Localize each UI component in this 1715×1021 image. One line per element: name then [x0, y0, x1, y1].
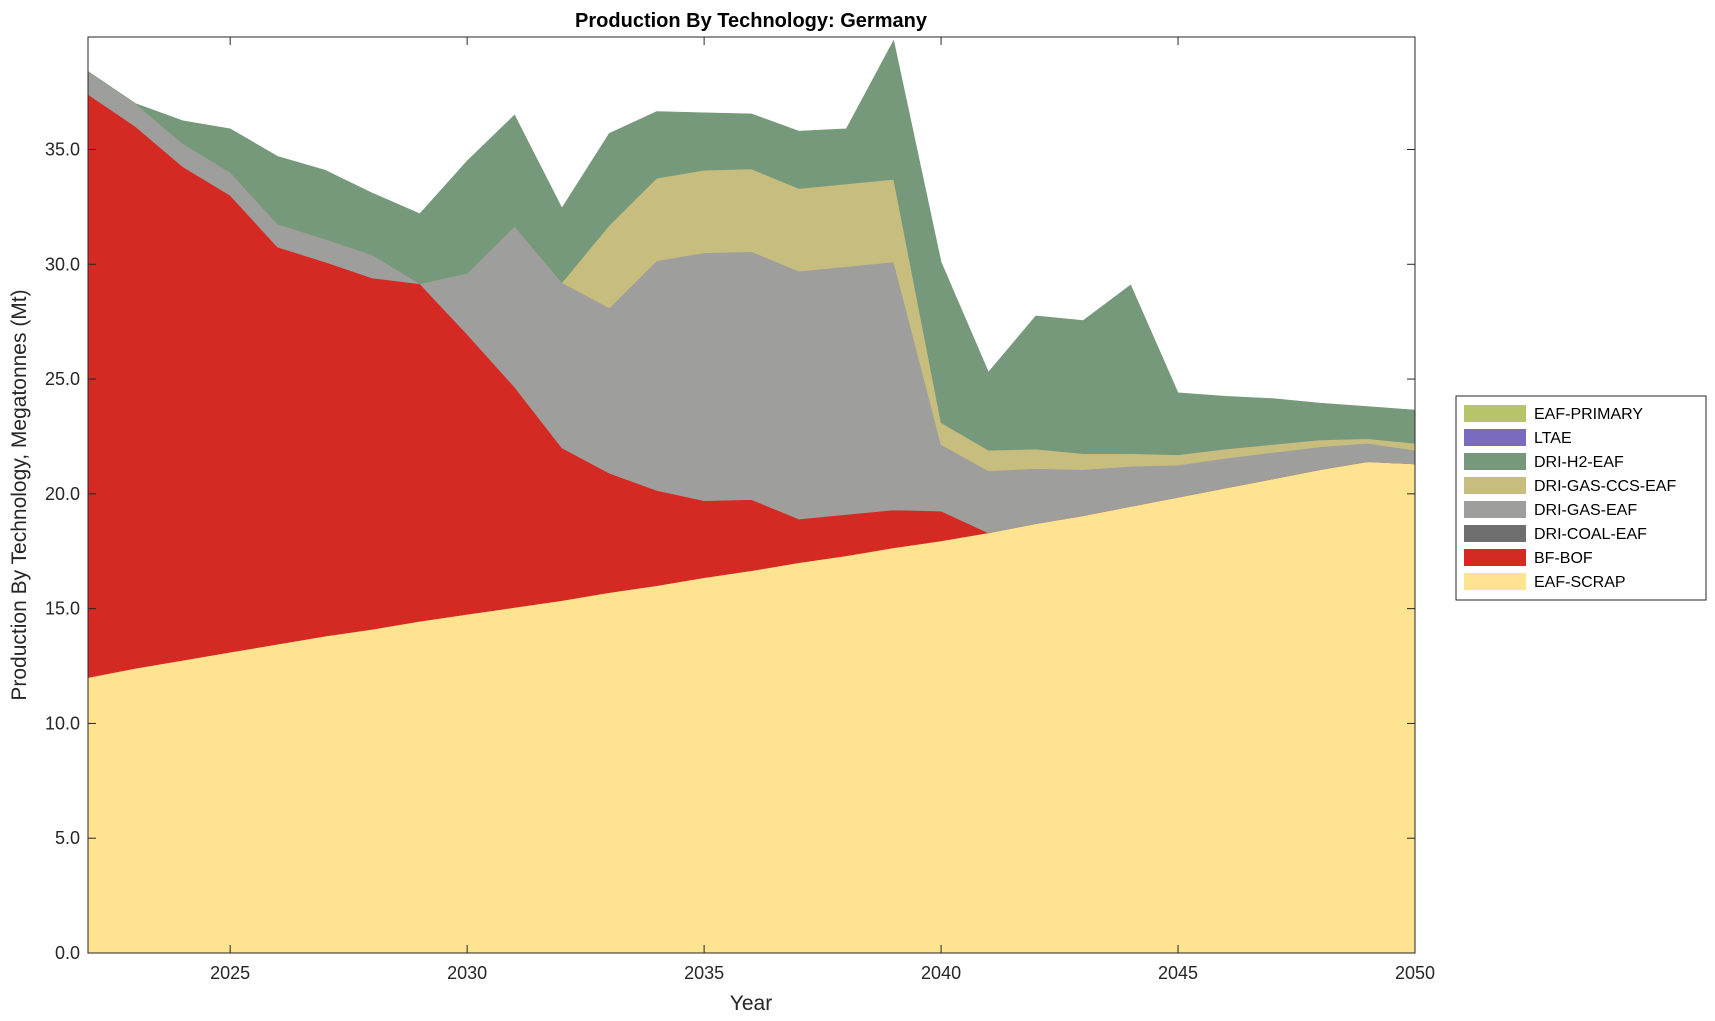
y-tick-label: 35.0	[45, 139, 80, 159]
legend-label-dri-gas-ccs-eaf: DRI-GAS-CCS-EAF	[1534, 478, 1676, 495]
legend-swatch-eaf-primary	[1464, 405, 1526, 422]
x-axis-label: Year	[730, 992, 772, 1015]
legend: EAF-PRIMARY LTAE DRI-H2-EAF DRI-GAS-CCS-EAF…	[1455, 395, 1707, 601]
chart-title: Production By Technology: Germany	[575, 10, 928, 32]
y-tick-label: 25.0	[45, 369, 80, 389]
plot-frame	[87, 36, 1416, 954]
legend-swatch-dri-gas-eaf	[1464, 501, 1526, 518]
area-series-group	[88, 39, 1415, 953]
x-tick-label: 2030	[447, 963, 487, 983]
y-tick-label: 30.0	[45, 254, 80, 274]
x-tick-label: 2025	[210, 963, 250, 983]
x-tick-label: 2045	[1158, 963, 1198, 983]
legend-label-ltae: LTAE	[1534, 430, 1572, 447]
legend-label-dri-coal-eaf: DRI-COAL-EAF	[1534, 526, 1647, 543]
y-tick-label: 15.0	[45, 599, 80, 619]
legend-box	[1455, 395, 1707, 601]
y-axis: 0.0 5.0 10.0 15.0 20.0 25.0 30.0 35.0	[45, 139, 1415, 963]
legend-label-eaf-scrap: EAF-SCRAP	[1534, 574, 1626, 591]
y-tick-label: 5.0	[55, 828, 80, 848]
legend-swatch-dri-h2-eaf	[1464, 453, 1526, 470]
legend-swatch-bf-bof	[1464, 549, 1526, 566]
y-tick-label: 20.0	[45, 484, 80, 504]
legend-label-eaf-primary: EAF-PRIMARY	[1534, 406, 1643, 423]
legend-swatch-dri-gas-ccs-eaf	[1464, 477, 1526, 494]
legend-label-dri-h2-eaf: DRI-H2-EAF	[1534, 454, 1624, 471]
legend-label-dri-gas-eaf: DRI-GAS-EAF	[1534, 502, 1637, 519]
x-axis: 2025 2030 2035 2040 2045 2050	[210, 37, 1435, 983]
x-tick-label: 2040	[921, 963, 961, 983]
y-tick-label: 10.0	[45, 713, 80, 733]
area-dri-h2-eaf	[88, 39, 1415, 456]
legend-swatch-ltae	[1464, 429, 1526, 446]
y-tick-label: 0.0	[55, 943, 80, 963]
legend-swatch-eaf-scrap	[1464, 573, 1526, 590]
legend-swatch-dri-coal-eaf	[1464, 525, 1526, 542]
legend-label-bf-bof: BF-BOF	[1534, 550, 1593, 567]
x-tick-label: 2035	[684, 963, 724, 983]
x-tick-label: 2050	[1395, 963, 1435, 983]
y-axis-label: Production By Technology, Megatonnes (Mt…	[8, 289, 31, 700]
